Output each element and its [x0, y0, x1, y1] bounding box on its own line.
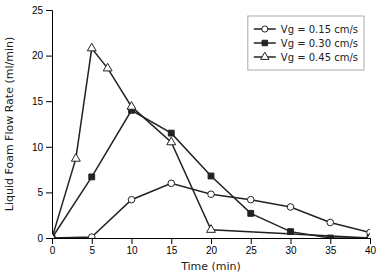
point — [366, 233, 370, 238]
x-axis-tick: 10 — [126, 238, 138, 256]
point — [52, 233, 56, 238]
point — [167, 137, 176, 145]
x-axis-tick-label: 0 — [50, 245, 56, 256]
point — [128, 196, 135, 203]
y-axis-tick-label: 0 — [37, 233, 43, 244]
x-axis-tick-mark — [291, 238, 292, 244]
y-axis-tick-label: 10 — [32, 142, 44, 153]
series — [52, 107, 370, 238]
x-axis-tick-label: 20 — [206, 245, 218, 256]
y-axis-tick: 15 — [32, 96, 52, 107]
x-axis-tick-mark — [132, 238, 133, 244]
y-axis-tick-mark — [46, 10, 52, 11]
x-axis-tick-mark — [92, 238, 93, 244]
series — [52, 180, 370, 238]
legend-label: Vg = 0.45 cm/s — [281, 52, 358, 63]
x-axis-tick: 15 — [166, 238, 178, 256]
y-axis-tick-mark — [46, 147, 52, 148]
y-axis-tick-label: 15 — [32, 96, 44, 107]
point — [287, 204, 294, 211]
x-axis-tick: 30 — [285, 238, 297, 256]
point — [168, 180, 175, 187]
x-axis-tick-label: 25 — [246, 245, 258, 256]
legend-label: Vg = 0.30 cm/s — [281, 38, 358, 49]
x-axis-tick: 20 — [206, 238, 218, 256]
point — [327, 219, 334, 226]
y-axis-tick-mark — [46, 238, 52, 239]
y-axis-tick: 5 — [37, 187, 52, 198]
legend-marker — [262, 26, 268, 32]
series-line — [52, 183, 370, 238]
series-line — [52, 48, 370, 238]
legend-box — [248, 16, 364, 70]
x-axis: 0 5 10 15 20 25 30 35 40 — [50, 238, 377, 256]
point — [247, 196, 254, 203]
y-axis-tick-label: 25 — [32, 5, 44, 16]
x-axis-tick: 0 — [50, 238, 56, 256]
point — [71, 154, 80, 162]
chart: 0 5 10 15 20 25 30 35 40 0 5 10 15 20 25 Vg = 0.15 cm/s… — [0, 0, 382, 276]
x-axis-tick: 25 — [246, 238, 258, 256]
x-axis-tick-mark — [370, 238, 371, 244]
point — [103, 63, 112, 71]
x-axis-tick-mark — [211, 238, 212, 244]
y-axis-tick-mark — [46, 192, 52, 193]
x-axis-tick-mark — [330, 238, 331, 244]
point — [207, 225, 216, 233]
y-axis-tick: 0 — [37, 233, 52, 244]
x-axis-tick-label: 10 — [126, 245, 138, 256]
y-axis-tick: 25 — [32, 5, 52, 16]
y-axis-tick: 20 — [32, 50, 52, 61]
x-axis-tick-label: 30 — [285, 245, 297, 256]
series — [52, 43, 370, 238]
y-axis-tick-label: 20 — [32, 50, 44, 61]
marks — [52, 43, 370, 238]
x-axis-tick-label: 15 — [166, 245, 178, 256]
x-axis-tick-label: 35 — [325, 245, 337, 256]
legend-marker — [261, 52, 269, 59]
x-axis-line — [53, 239, 371, 245]
legend: Vg = 0.15 cm/s Vg = 0.30 cm/s Vg = 0.45 cm… — [248, 16, 364, 70]
x-axis-tick: 5 — [89, 238, 95, 256]
x-axis-tick-mark — [251, 238, 252, 244]
point — [127, 102, 136, 110]
x-axis-title: Time (min) — [180, 260, 241, 273]
y-axis-tick-label: 5 — [37, 187, 43, 198]
y-axis-line — [46, 11, 53, 239]
point — [88, 234, 95, 238]
x-axis-tick-label: 5 — [89, 245, 95, 256]
point — [208, 173, 214, 179]
x-axis-tick: 40 — [365, 238, 377, 256]
point — [208, 191, 215, 198]
x-axis-tick-mark — [171, 238, 172, 244]
point — [89, 174, 95, 180]
series-line — [52, 110, 370, 238]
y-axis-tick: 10 — [32, 142, 52, 153]
point — [248, 210, 254, 216]
y-axis-tick-mark — [46, 101, 52, 102]
y-axis: 0 5 10 15 20 25 — [32, 5, 53, 244]
y-axis-title: Liquid Foam Flow Rate (ml/min) — [3, 37, 16, 211]
point — [87, 43, 96, 51]
plot: 0 5 10 15 20 25 30 35 40 0 5 10 15 20 25 Vg = 0.15 cm/s… — [32, 5, 377, 256]
point — [168, 130, 174, 136]
x-axis-tick-label: 40 — [365, 245, 377, 256]
y-axis-tick-mark — [46, 56, 52, 57]
legend-marker — [262, 40, 267, 45]
legend-label: Vg = 0.15 cm/s — [281, 24, 358, 35]
x-axis-tick: 35 — [325, 238, 337, 256]
